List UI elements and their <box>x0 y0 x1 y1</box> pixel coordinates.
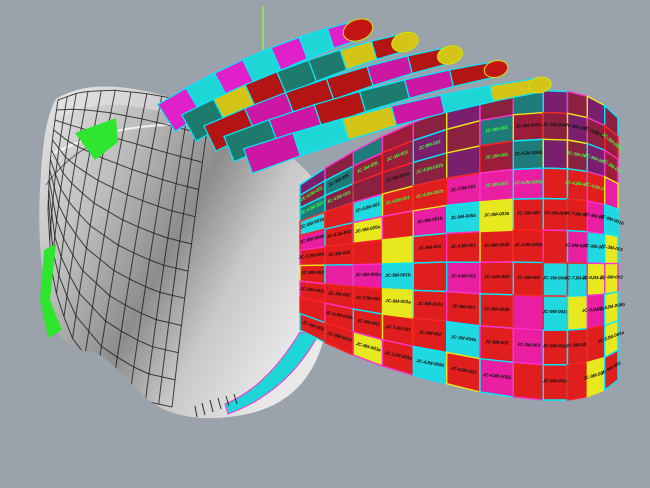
svg-text:JC-9M-002a: JC-9M-002a <box>543 309 569 314</box>
svg-text:JC-9M-002: JC-9M-002 <box>600 274 623 279</box>
svg-text:JC-4JM-005b: JC-4JM-005b <box>514 242 543 247</box>
svg-text:JC-3M-005: JC-3M-005 <box>517 210 541 216</box>
svg-text:JC-9M-004b: JC-9M-004b <box>484 306 510 312</box>
svg-text:JC-9M-002a: JC-9M-002a <box>543 378 569 383</box>
svg-text:JC-4JM-003: JC-4JM-003 <box>484 274 510 279</box>
svg-text:JC-3M-002: JC-3M-002 <box>517 275 540 280</box>
svg-text:JC-4JM-001: JC-4JM-001 <box>451 273 477 278</box>
svg-text:JC-3M-005a: JC-3M-005a <box>355 272 381 278</box>
svg-text:JC-9M-002: JC-9M-002 <box>301 270 325 275</box>
svg-text:JC-9M-001b: JC-9M-001b <box>385 272 411 278</box>
svg-text:JC-9M-003a: JC-9M-003a <box>417 301 443 307</box>
